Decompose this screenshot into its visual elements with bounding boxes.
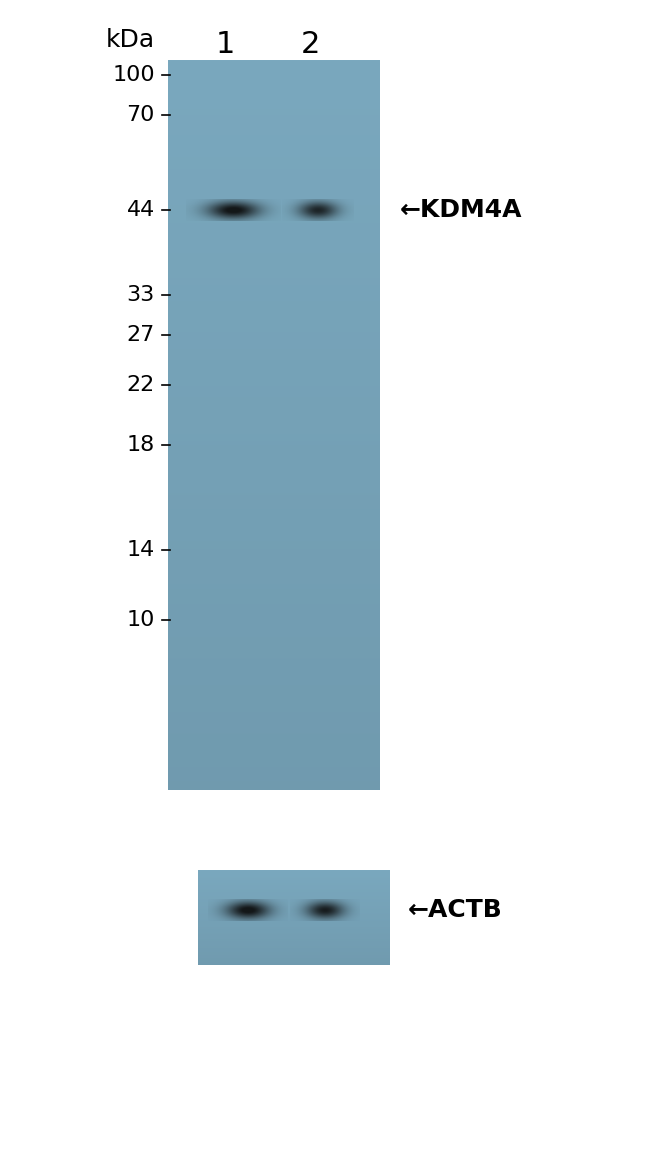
Text: 22: 22 [127, 375, 155, 395]
Text: 44: 44 [127, 200, 155, 220]
Text: 2: 2 [300, 30, 320, 59]
Text: 18: 18 [127, 435, 155, 455]
Text: kDa: kDa [106, 28, 155, 52]
Text: 10: 10 [127, 610, 155, 630]
Text: 100: 100 [112, 65, 155, 86]
Text: 33: 33 [127, 286, 155, 305]
Text: 1: 1 [215, 30, 235, 59]
Text: 70: 70 [127, 105, 155, 125]
Text: 27: 27 [127, 325, 155, 344]
Text: ←ACTB: ←ACTB [408, 898, 502, 922]
Text: ←KDM4A: ←KDM4A [400, 198, 523, 222]
Text: 14: 14 [127, 540, 155, 560]
